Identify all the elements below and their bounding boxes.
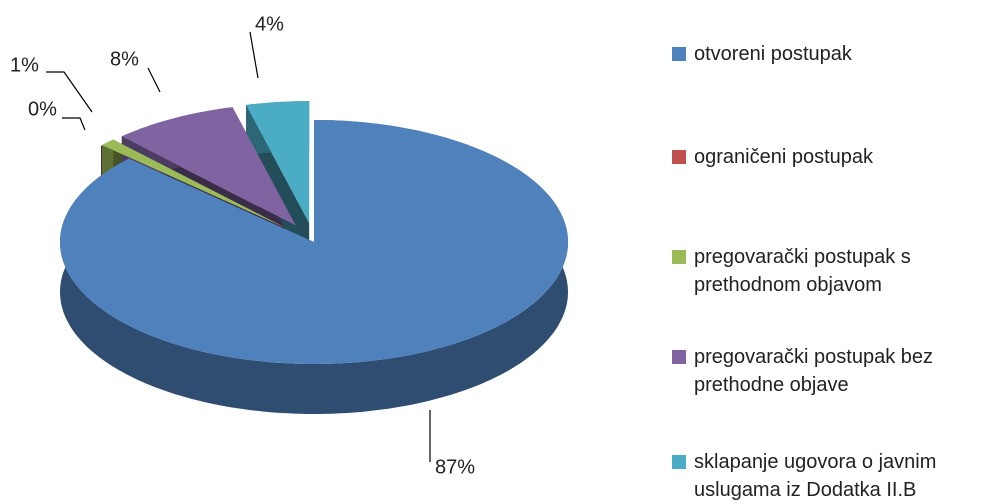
- legend-label: pregovarački postupak bez prethodne obja…: [694, 346, 934, 396]
- legend-label: pregovarački postupak s prethodnom objav…: [694, 246, 911, 296]
- data-label: 87%: [435, 456, 475, 478]
- leader-line: [46, 71, 93, 113]
- legend-swatch: [672, 250, 686, 264]
- data-label: 1%: [10, 54, 39, 76]
- legend-item: pregovarački postupak bez prethodne obja…: [672, 343, 990, 399]
- legend-label: sklapanje ugovora o javnim uslugama iz D…: [694, 451, 937, 501]
- data-label: 4%: [255, 13, 284, 35]
- legend-item: pregovarački postupak s prethodnom objav…: [672, 243, 990, 299]
- slice: [246, 101, 310, 224]
- leader-line: [147, 67, 161, 93]
- leader-line: [62, 117, 86, 131]
- legend-swatch: [672, 350, 686, 364]
- slice: [60, 120, 568, 364]
- leader-line: [249, 31, 259, 79]
- legend-item: otvoreni postupak: [672, 40, 990, 68]
- slice: [121, 107, 296, 226]
- legend-label: ograničeni postupak: [694, 146, 874, 168]
- slice: [101, 145, 287, 229]
- legend-swatch: [672, 150, 686, 164]
- legend-label: otvoreni postupak: [694, 43, 852, 65]
- data-label: 8%: [110, 48, 139, 70]
- data-label: 0%: [28, 98, 57, 120]
- legend-swatch: [672, 455, 686, 469]
- legend-swatch: [672, 47, 686, 61]
- legend-item: sklapanje ugovora o javnim uslugama iz D…: [672, 448, 990, 504]
- slice: [102, 139, 288, 229]
- legend-item: ograničeni postupak: [672, 143, 990, 171]
